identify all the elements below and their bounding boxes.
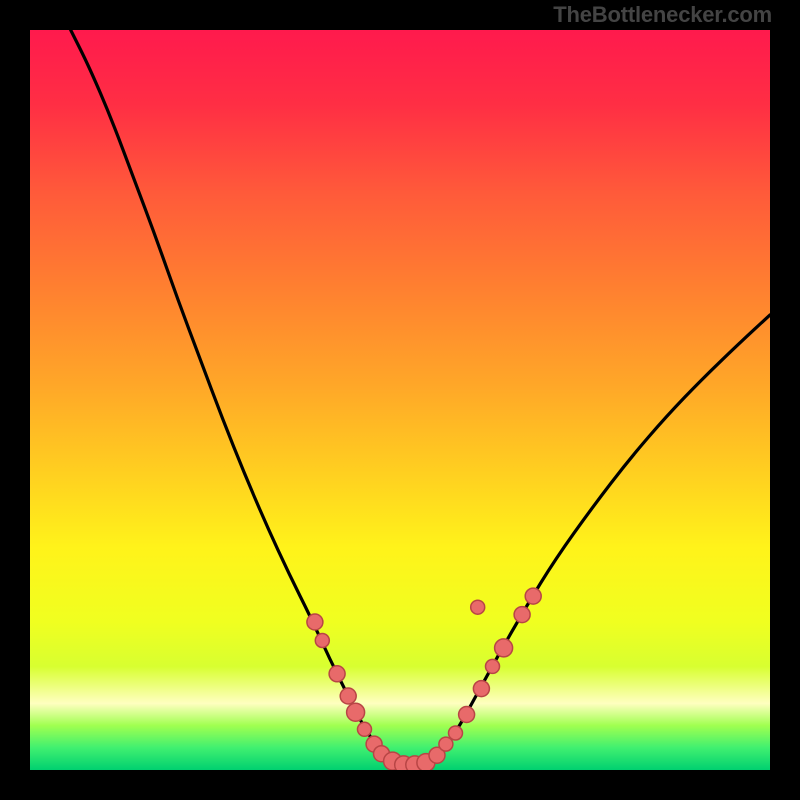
chart-marker [439, 737, 453, 751]
chart-marker [514, 607, 530, 623]
chart-marker [473, 681, 489, 697]
chart-container: TheBottlenecker.com [0, 0, 800, 800]
watermark-text: TheBottlenecker.com [553, 2, 772, 28]
chart-markers [307, 588, 541, 770]
chart-plot-area [30, 30, 770, 770]
chart-svg-layer [30, 30, 770, 770]
chart-marker [329, 666, 345, 682]
chart-marker [495, 639, 513, 657]
chart-marker [347, 703, 365, 721]
chart-marker [449, 726, 463, 740]
chart-marker [315, 634, 329, 648]
chart-marker [471, 600, 485, 614]
chart-marker [357, 722, 371, 736]
chart-marker [340, 688, 356, 704]
chart-marker [459, 707, 475, 723]
chart-curve [71, 30, 770, 766]
chart-marker [486, 659, 500, 673]
chart-marker [525, 588, 541, 604]
chart-marker [307, 614, 323, 630]
